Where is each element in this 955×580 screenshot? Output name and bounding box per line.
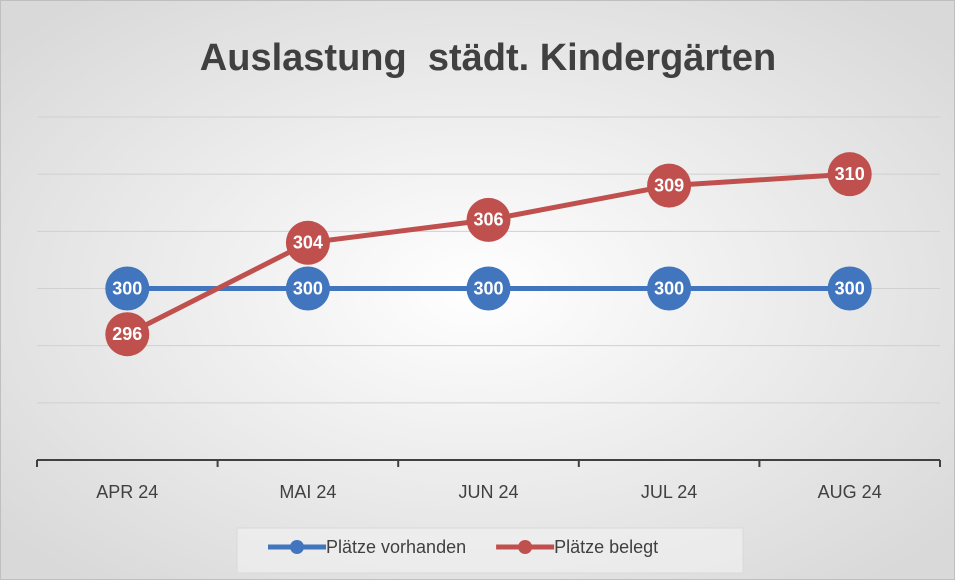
lines: 300 300 300 300 300 296 304 306 309 310	[105, 152, 872, 357]
data-label: 300	[835, 278, 865, 298]
data-label: 306	[473, 210, 503, 230]
x-tick-label: APR 24	[96, 482, 158, 502]
x-tick-label: MAI 24	[279, 482, 336, 502]
data-label: 296	[112, 324, 142, 344]
marker	[827, 152, 872, 197]
data-label: 300	[112, 278, 142, 298]
marker	[466, 266, 511, 311]
marker	[285, 266, 330, 311]
data-label: 300	[293, 278, 323, 298]
legend-box	[236, 527, 744, 574]
legend-label: Plätze belegt	[554, 537, 658, 557]
x-tick-label: JUN 24	[458, 482, 518, 502]
x-tick-label: AUG 24	[818, 482, 882, 502]
marker	[466, 197, 511, 242]
legend-marker	[290, 540, 304, 554]
x-tick-label: JUL 24	[641, 482, 697, 502]
marker	[647, 266, 692, 311]
legend-marker	[518, 540, 533, 554]
data-label: 300	[654, 278, 684, 298]
chart-title: Auslastung städt. Kindergärten	[200, 37, 776, 79]
data-label: 300	[473, 278, 503, 298]
data-label: 309	[654, 175, 684, 195]
marker	[285, 220, 330, 265]
legend: Plätze vorhanden Plätze belegt	[268, 537, 658, 557]
marker	[105, 312, 150, 357]
legend-label: Plätze vorhanden	[326, 537, 466, 557]
marker	[827, 266, 872, 311]
marker	[647, 163, 692, 208]
marker	[105, 266, 150, 311]
data-label: 304	[293, 233, 323, 253]
x-axis: APR 24 MAI 24 JUN 24 JUL 24 AUG 24	[36, 459, 941, 502]
data-label: 310	[835, 164, 865, 184]
